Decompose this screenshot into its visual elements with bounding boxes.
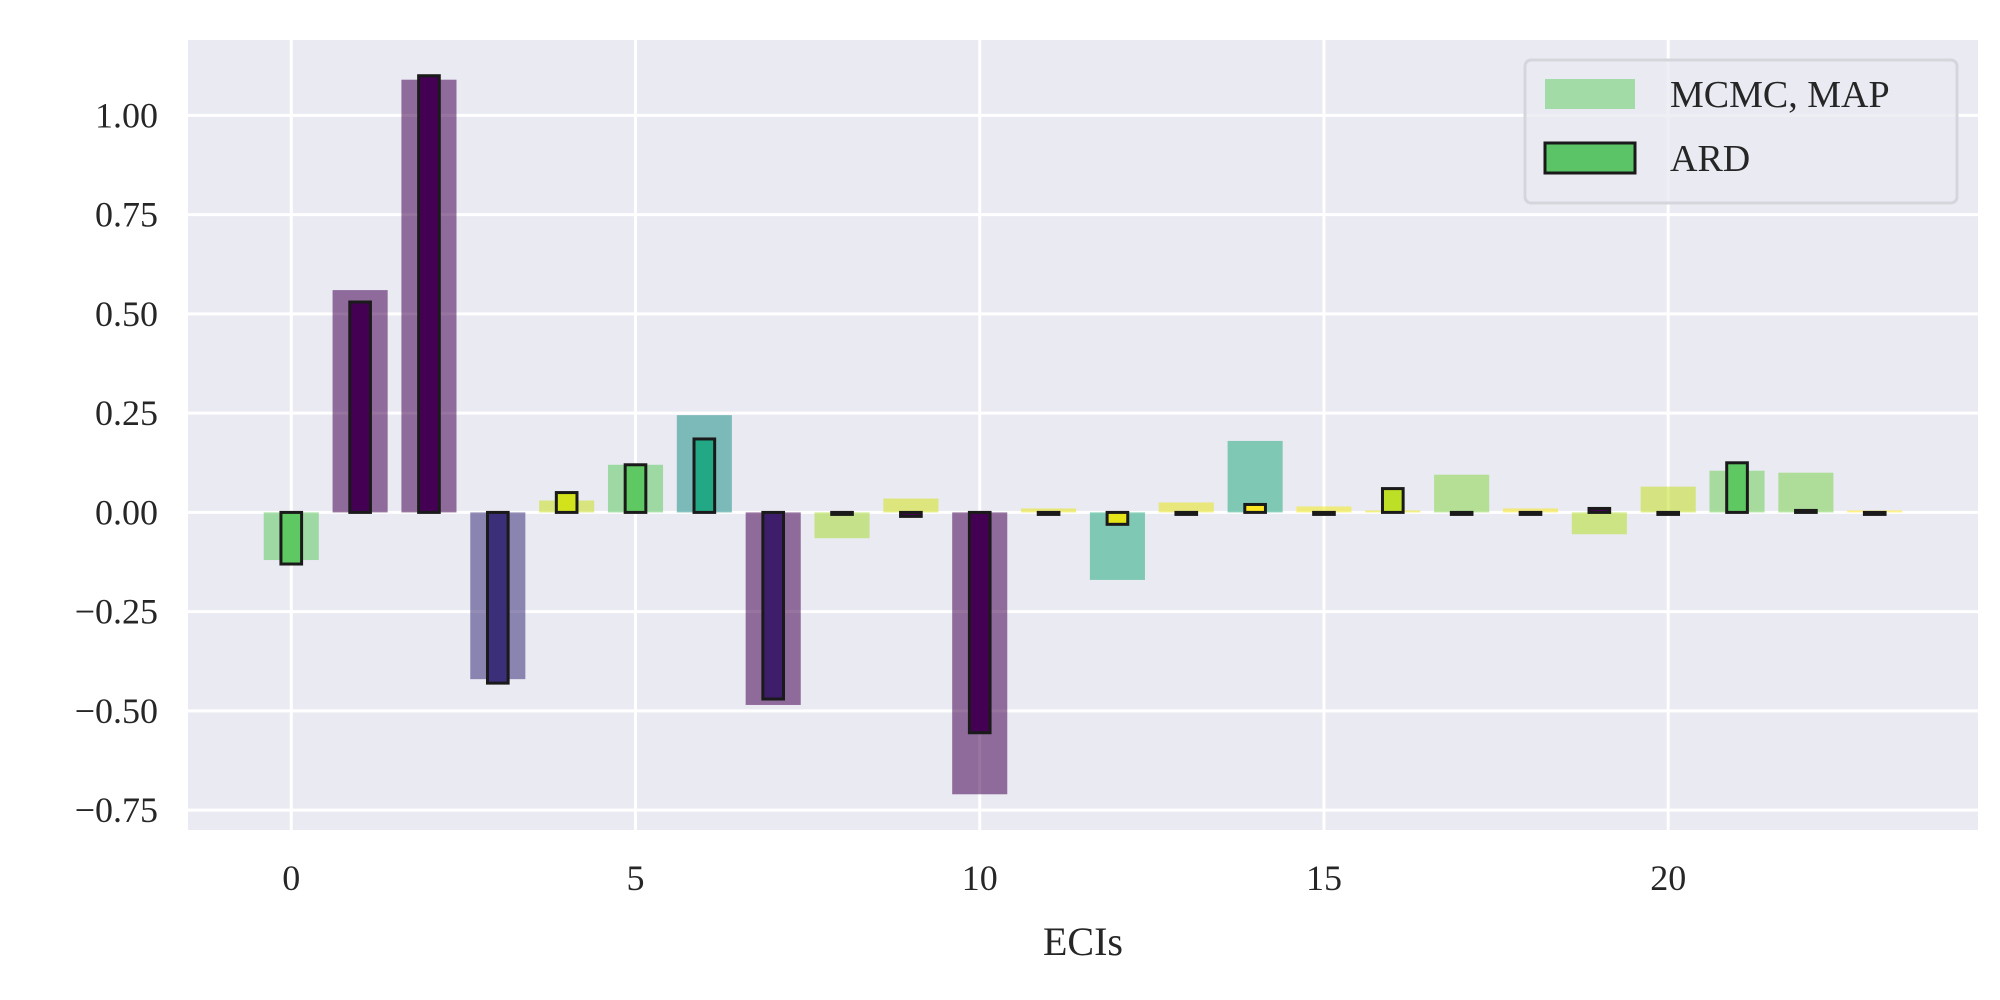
bar-ard-17 [1449, 510, 1474, 516]
x-tick-label-3: 15 [1306, 858, 1342, 898]
y-tick-label-4: 0.25 [95, 393, 158, 433]
legend-label-mcmc-map: MCMC, MAP [1670, 74, 1890, 116]
bar-mcmc-map-15 [1296, 506, 1352, 513]
bar-mcmc-map-13 [1158, 502, 1214, 513]
y-tick-label-6: 0.75 [95, 195, 158, 235]
x-tick-label-4: 20 [1650, 858, 1686, 898]
bar-mcmc-map-18 [1502, 508, 1559, 513]
bar-ard-4 [554, 491, 579, 514]
bar-ard-8 [830, 510, 854, 516]
bar-ard-10 [967, 510, 992, 735]
bar-mcmc-map-14 [1227, 440, 1283, 513]
x-axis-label: ECIs [1043, 919, 1123, 964]
bar-ard-0 [279, 510, 304, 566]
bar-ard-5 [623, 463, 648, 514]
ard-bars [279, 74, 1887, 735]
bar-ard-16 [1380, 487, 1405, 514]
bar-ard-6 [692, 437, 717, 514]
bar-ard-20 [1656, 510, 1681, 516]
bar-mcmc-map-11 [1021, 508, 1077, 513]
y-tick-label-0: −0.75 [75, 790, 158, 830]
bar-mcmc-map-19 [1571, 512, 1627, 535]
bar-mcmc-map-20 [1640, 486, 1696, 513]
y-tick-label-1: −0.50 [75, 691, 158, 731]
bar-mcmc-map-8 [814, 512, 870, 539]
bar-ard-11 [1036, 510, 1061, 516]
legend-swatch-ard [1543, 141, 1637, 175]
y-tick-labels: −0.75 −0.50 −0.25 0.00 0.25 0.50 0.75 1.00 [75, 95, 158, 830]
bar-ard-19 [1587, 506, 1612, 514]
bar-ard-14 [1243, 502, 1267, 514]
bar-mcmc-map-22 [1778, 472, 1834, 513]
bar-ard-13 [1174, 510, 1199, 516]
x-tick-labels: 0 5 10 15 20 [282, 858, 1686, 898]
y-tick-label-2: −0.25 [75, 592, 158, 632]
bar-ard-21 [1725, 461, 1749, 514]
bar-ard-1 [348, 300, 372, 514]
bar-ard-23 [1862, 510, 1887, 516]
bar-mcmc-map-17 [1434, 474, 1490, 513]
bar-ard-18 [1518, 510, 1543, 516]
bar-ard-22 [1794, 508, 1818, 514]
bar-mcmc-map-9 [883, 498, 939, 513]
bar-ard-9 [899, 510, 923, 518]
x-tick-label-0: 0 [282, 858, 300, 898]
bar-ard-3 [485, 510, 510, 685]
bar-ard-12 [1105, 510, 1130, 526]
y-tick-label-5: 0.50 [95, 294, 158, 334]
bar-ard-7 [761, 510, 786, 701]
y-tick-label-7: 1.00 [95, 95, 158, 135]
x-tick-label-2: 10 [962, 858, 998, 898]
legend: MCMC, MAP ARD [1523, 58, 1959, 205]
legend-swatch-mcmc-map [1545, 79, 1635, 109]
x-tick-label-1: 5 [627, 858, 645, 898]
y-tick-label-3: 0.00 [95, 492, 158, 532]
legend-label-ard: ARD [1670, 138, 1750, 180]
bar-ard-15 [1312, 510, 1336, 516]
bar-ard-2 [417, 74, 441, 514]
